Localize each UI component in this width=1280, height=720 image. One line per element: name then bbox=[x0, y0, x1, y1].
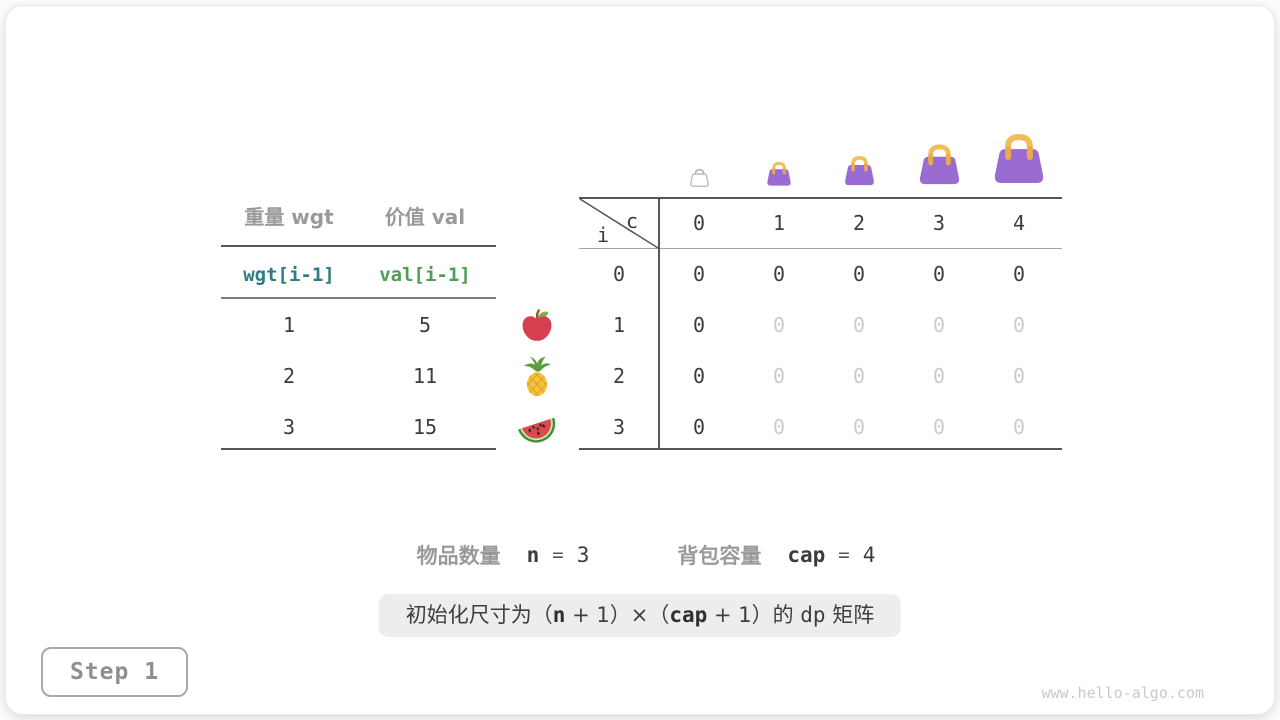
items-table-header: 重量 wgt 价值 val bbox=[219, 203, 495, 231]
caption-part1: 初始化尺寸为（ bbox=[405, 603, 553, 627]
dp-cell: 0 bbox=[1012, 415, 1026, 439]
dp-cell: 0 bbox=[1012, 313, 1026, 337]
weight-col-header: 重量 wgt bbox=[244, 205, 334, 229]
dp-cell: 0 bbox=[852, 262, 866, 286]
value-col-header: 价值 val bbox=[384, 205, 466, 229]
items-count-stat: 物品数量 n = 3 bbox=[417, 540, 590, 570]
items-table-bottom-rule bbox=[221, 448, 496, 450]
corner-row-var: i bbox=[596, 223, 610, 247]
caption-pill: 初始化尺寸为（n + 1）×（cap + 1）的 dp 矩阵 bbox=[378, 594, 902, 637]
dp-cell: 0 bbox=[1012, 364, 1026, 388]
dp-row-header: 0 bbox=[612, 262, 626, 286]
items-count-label: 物品数量 bbox=[416, 544, 501, 568]
caption-var-n: n bbox=[552, 603, 566, 627]
item-value-cell: 15 bbox=[412, 415, 438, 439]
dp-cell: 0 bbox=[692, 415, 706, 439]
dp-cell: 0 bbox=[932, 262, 946, 286]
dp-cell: 0 bbox=[932, 364, 946, 388]
dp-table-bottom-rule bbox=[579, 448, 1062, 450]
apple-icon bbox=[509, 300, 565, 351]
dp-cell: 0 bbox=[932, 313, 946, 337]
items-table-mid-rule bbox=[221, 297, 496, 299]
val-code-label: val[i-1] bbox=[379, 264, 471, 286]
table-row: 3 15 bbox=[219, 402, 499, 453]
dp-cell: 0 bbox=[852, 364, 866, 388]
dp-row-header: 3 bbox=[612, 415, 626, 439]
dp-cell: 0 bbox=[772, 364, 786, 388]
dp-cell: 0 bbox=[692, 313, 706, 337]
caption-part2: + 1）×（ bbox=[565, 603, 670, 627]
dp-header-rule bbox=[579, 248, 1062, 249]
bag-icon bbox=[739, 125, 819, 188]
capacity-label: 背包容量 bbox=[677, 544, 762, 568]
items-count-var: n bbox=[526, 543, 540, 567]
dp-cell: 0 bbox=[1012, 262, 1026, 286]
dp-cell: 0 bbox=[692, 262, 706, 286]
stats-row: 物品数量 n = 3 背包容量 cap = 4 bbox=[6, 539, 1280, 571]
watermark: www.hello-algo.com bbox=[1041, 684, 1204, 702]
dp-grid-row: 0 0 0 0 0 bbox=[659, 402, 1059, 453]
dp-row-header: 1 bbox=[612, 313, 626, 337]
wgt-code-label: wgt[i-1] bbox=[243, 264, 335, 286]
dp-cell: 0 bbox=[852, 415, 866, 439]
dp-grid-row: 0 0 0 0 0 bbox=[659, 249, 1059, 300]
caption-part3: + 1）的 bbox=[707, 603, 801, 627]
capacity-stat: 背包容量 cap = 4 bbox=[677, 540, 875, 570]
items-table-code-row: wgt[i-1] val[i-1] bbox=[214, 261, 500, 289]
table-row: 2 11 bbox=[219, 351, 499, 402]
dp-cell: 0 bbox=[772, 313, 786, 337]
caption-dp-code: dp bbox=[800, 603, 826, 627]
capacity-equals: = bbox=[838, 544, 850, 566]
dp-cell: 0 bbox=[772, 262, 786, 286]
dp-cell: 0 bbox=[772, 415, 786, 439]
dp-row-header: 2 bbox=[612, 364, 626, 388]
dp-cell: 0 bbox=[932, 415, 946, 439]
item-weight-cell: 1 bbox=[282, 313, 296, 337]
dp-grid-row: 0 0 0 0 0 bbox=[659, 351, 1059, 402]
item-weight-cell: 2 bbox=[282, 364, 296, 388]
items-table-top-rule bbox=[221, 245, 496, 247]
pineapple-icon bbox=[509, 351, 565, 402]
dp-col-header: 0 bbox=[692, 211, 706, 235]
items-count-equals: = bbox=[552, 544, 564, 566]
dp-cell: 0 bbox=[692, 364, 706, 388]
bag-row bbox=[659, 125, 1059, 188]
dp-cell: 0 bbox=[852, 313, 866, 337]
bag-outline-icon bbox=[659, 125, 739, 188]
caption-var-cap: cap bbox=[669, 603, 708, 627]
dp-table-top-rule bbox=[579, 197, 1062, 199]
step-badge: Step 1 bbox=[41, 647, 188, 697]
item-value-cell: 5 bbox=[418, 313, 432, 337]
watermelon-icon bbox=[509, 402, 565, 453]
item-weight-cell: 3 bbox=[282, 415, 296, 439]
items-count-value: 3 bbox=[576, 543, 590, 567]
dp-col-header: 3 bbox=[932, 211, 946, 235]
corner-diagonal-line bbox=[579, 198, 659, 249]
caption-part4: 矩阵 bbox=[825, 603, 875, 627]
dp-grid: 0 0 0 0 0 0 0 0 0 0 0 0 0 0 0 0 0 0 0 0 bbox=[659, 249, 1059, 453]
items-table-body: 1 5 2 11 3 15 bbox=[219, 300, 499, 453]
fruit-column bbox=[509, 300, 565, 453]
capacity-value: 4 bbox=[862, 543, 876, 567]
dp-col-headers: 0 1 2 3 4 bbox=[659, 198, 1059, 249]
dp-col-header: 4 bbox=[1012, 211, 1026, 235]
canvas-card: 重量 wgt 价值 val wgt[i-1] val[i-1] 1 5 2 11 3 15 bbox=[5, 5, 1275, 715]
dp-col-header: 1 bbox=[772, 211, 786, 235]
bag-icon bbox=[979, 125, 1059, 188]
bag-icon bbox=[899, 125, 979, 188]
dp-col-header: 2 bbox=[852, 211, 866, 235]
bag-icon bbox=[819, 125, 899, 188]
item-value-cell: 11 bbox=[412, 364, 438, 388]
dp-grid-row: 0 0 0 0 0 bbox=[659, 300, 1059, 351]
dp-row-headers: 0 1 2 3 bbox=[589, 249, 649, 453]
capacity-var: cap bbox=[787, 543, 826, 567]
dp-table-vertical-rule bbox=[658, 197, 660, 450]
corner-col-var: c bbox=[625, 209, 639, 233]
